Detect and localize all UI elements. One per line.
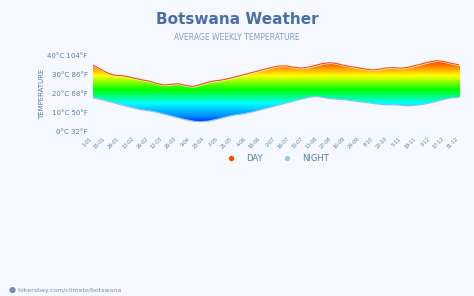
Text: AVERAGE WEEKLY TEMPERATURE: AVERAGE WEEKLY TEMPERATURE	[174, 33, 300, 41]
Text: ⬤ hikersbay.com/climate/botswana: ⬤ hikersbay.com/climate/botswana	[9, 287, 122, 293]
Legend: DAY, NIGHT: DAY, NIGHT	[219, 150, 332, 166]
Text: Botswana Weather: Botswana Weather	[155, 12, 319, 27]
Y-axis label: TEMPERATURE: TEMPERATURE	[39, 68, 45, 119]
